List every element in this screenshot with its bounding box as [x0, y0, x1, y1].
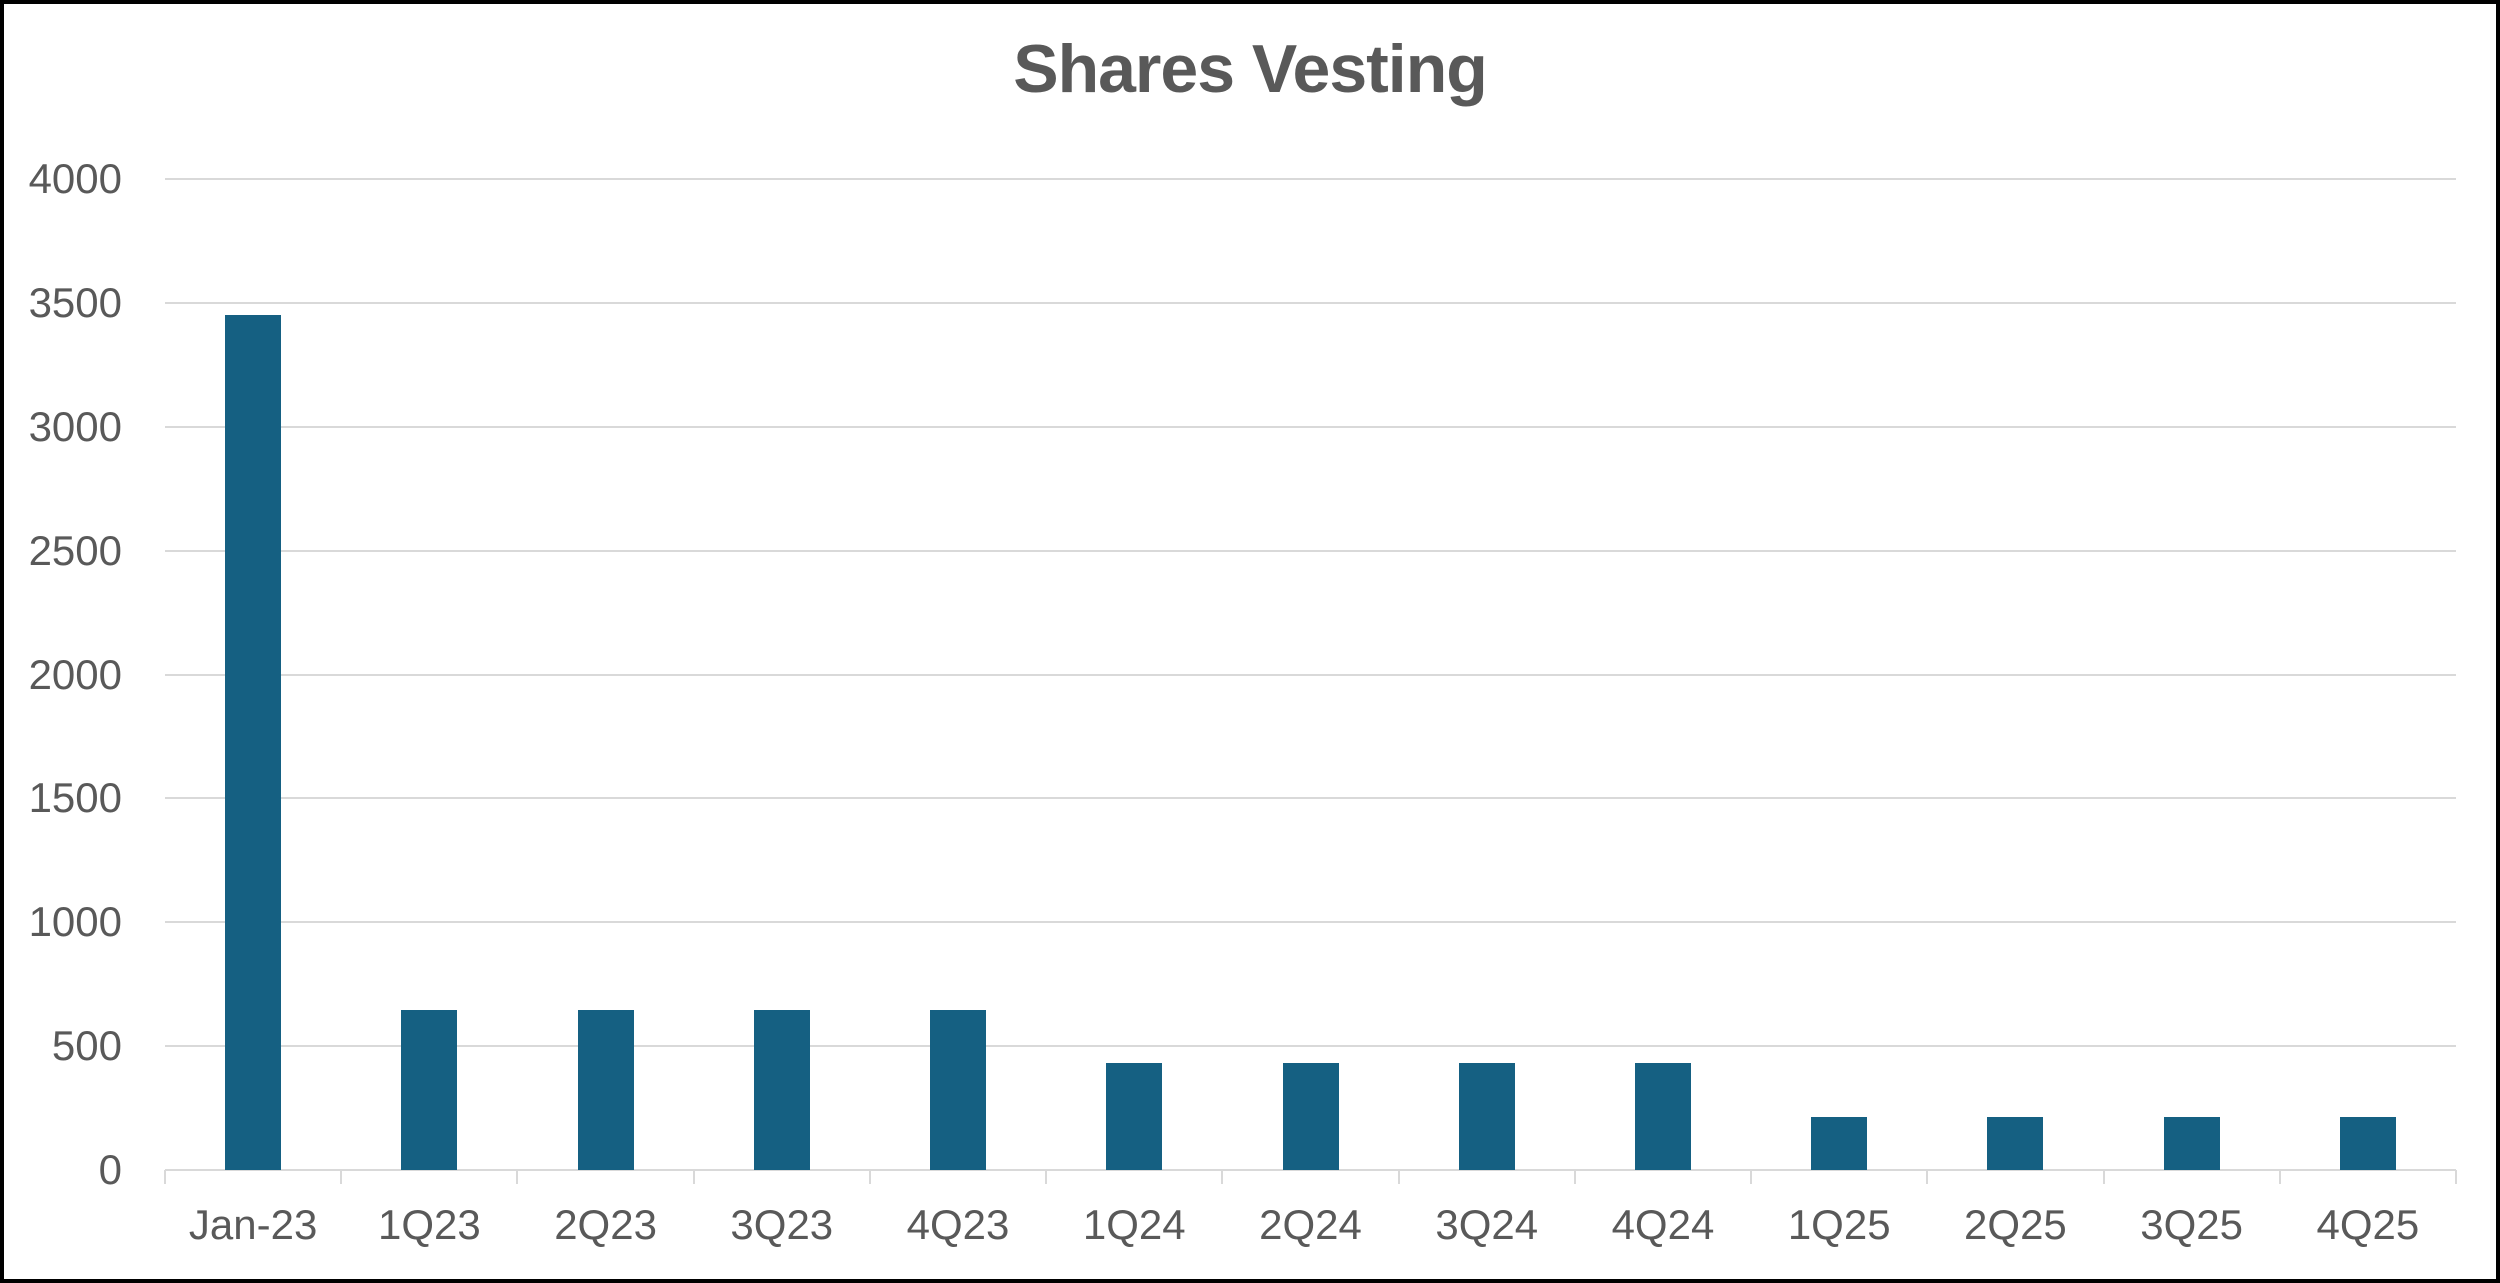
x-axis: Jan-23 1Q23 2Q23 3Q23 4Q23 1Q24 2Q24 3Q24 4Q24 1Q… — [165, 1200, 2456, 1260]
x-tick-label-1Q25: 1Q25 — [1787, 1201, 1891, 1248]
bar-1Q23 — [401, 1010, 458, 1170]
gridline-1000 — [165, 921, 2456, 924]
axis-tick — [868, 1170, 871, 1184]
axis-tick — [1221, 1170, 1224, 1184]
y-tick-label-2500: 2500 — [28, 526, 122, 574]
bar-2Q24 — [1282, 1063, 1339, 1170]
axis-tick — [1045, 1170, 1048, 1184]
y-tick-label-1500: 1500 — [28, 774, 122, 822]
chart-title: Shares Vesting — [1013, 31, 1488, 107]
axis-tick — [1926, 1170, 1929, 1184]
x-tick-label-1Q24: 1Q24 — [1082, 1201, 1186, 1248]
x-tick-label-2Q23: 2Q23 — [554, 1201, 657, 1248]
axis-tick — [1573, 1170, 1576, 1184]
bar-2Q23 — [577, 1010, 634, 1170]
x-tick-label-1Q23: 1Q23 — [377, 1201, 481, 1248]
x-tick-label-4Q23: 4Q23 — [906, 1201, 1010, 1248]
axis-tick — [164, 1170, 166, 1184]
axis-tick — [340, 1170, 343, 1184]
x-tick-label-4Q25: 4Q25 — [2316, 1201, 2420, 1248]
bar-1Q25 — [1811, 1116, 1868, 1170]
y-tick-label-4000: 4000 — [28, 155, 122, 202]
x-tick-label-3Q24: 3Q24 — [1435, 1201, 1539, 1248]
bar-3Q23 — [753, 1010, 810, 1170]
axis-tick — [1750, 1170, 1753, 1184]
y-axis: 0 500 1000 1500 2000 2500 3000 3500 4000 — [4, 158, 122, 1191]
x-tick-label-3Q25: 3Q25 — [2140, 1201, 2244, 1248]
y-tick-label-3000: 3000 — [28, 402, 122, 450]
x-tick-label-2Q25: 2Q25 — [1964, 1201, 2067, 1248]
gridline-4000 — [165, 178, 2456, 180]
gridline-500 — [165, 1045, 2456, 1048]
axis-tick — [2455, 1170, 2457, 1184]
bar-3Q25 — [2163, 1116, 2220, 1170]
gridline-3500 — [165, 301, 2456, 304]
gridline-1500 — [165, 797, 2456, 800]
axis-tick — [2102, 1170, 2105, 1184]
x-tick-label-2Q24: 2Q24 — [1259, 1201, 1362, 1248]
axis-tick — [2278, 1170, 2281, 1184]
bar-2Q25 — [1987, 1116, 2044, 1170]
bar-4Q25 — [2339, 1116, 2396, 1170]
bar-Jan-23 — [225, 315, 282, 1170]
plot-area — [164, 178, 2457, 1184]
gridline-3000 — [165, 425, 2456, 428]
bar-4Q23 — [930, 1010, 987, 1170]
gridline-2000 — [165, 673, 2456, 676]
x-tick-label-3Q23: 3Q23 — [730, 1201, 834, 1248]
bar-4Q24 — [1634, 1063, 1691, 1170]
axis-tick — [692, 1170, 695, 1184]
gridline-2500 — [165, 549, 2456, 552]
x-tick-label-4Q24: 4Q24 — [1611, 1201, 1715, 1248]
y-tick-label-1000: 1000 — [28, 898, 122, 946]
y-tick-label-500: 500 — [51, 1022, 122, 1070]
x-axis-line — [165, 1169, 2456, 1171]
x-tick-label-Jan-23: Jan-23 — [188, 1201, 318, 1248]
y-tick-label-2000: 2000 — [28, 650, 122, 698]
axis-tick — [516, 1170, 519, 1184]
axis-tick — [1397, 1170, 1400, 1184]
y-tick-label-3500: 3500 — [28, 278, 122, 326]
bar-1Q24 — [1106, 1063, 1163, 1170]
bar-3Q24 — [1458, 1063, 1515, 1170]
y-tick-label-0: 0 — [98, 1146, 122, 1193]
